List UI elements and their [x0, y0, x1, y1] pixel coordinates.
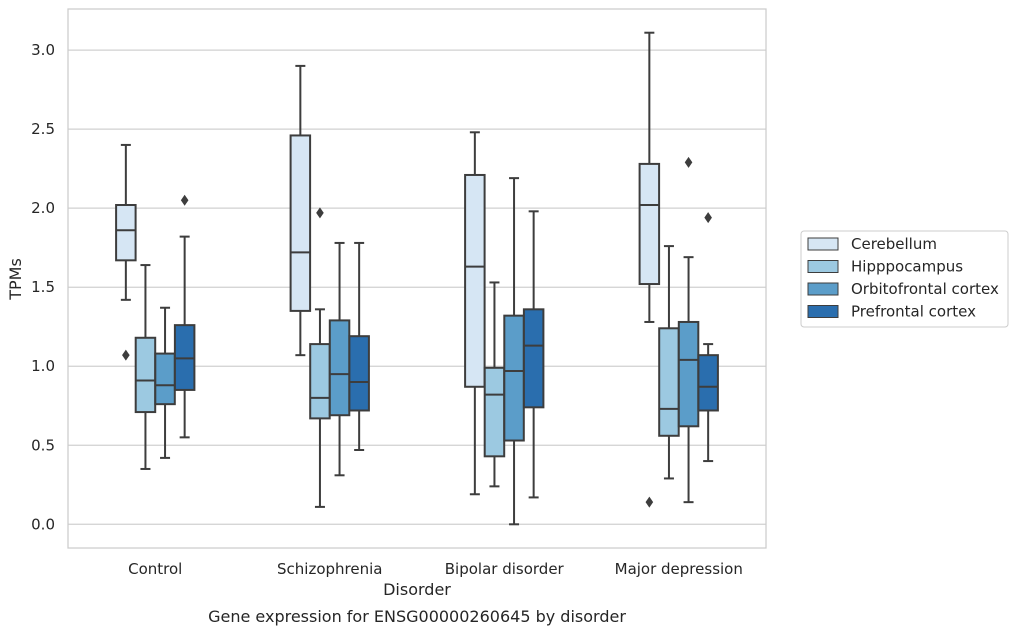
box-0-1: [134, 264, 157, 470]
box-iqr: [638, 162, 661, 286]
box-3-1: [658, 245, 680, 480]
box-iqr: [348, 335, 370, 412]
y-tick-label: 2.0: [31, 199, 55, 217]
outlier-marker: [645, 496, 654, 508]
box-1-1: [309, 207, 331, 508]
box-iqr: [309, 343, 331, 420]
legend-swatch: [807, 282, 839, 296]
y-tick-label: 0.0: [31, 515, 55, 533]
box-iqr: [658, 327, 680, 437]
y-tick-label: 1.0: [31, 357, 55, 375]
box-iqr: [289, 134, 312, 312]
y-axis-label: TPMs: [6, 258, 25, 301]
legend-swatch: [807, 260, 839, 273]
legend-label: Hipppocampus: [851, 258, 963, 276]
y-tick-label: 0.5: [31, 436, 55, 454]
boxplots: [115, 31, 719, 526]
y-tick-labels: 0.0 0.5 1.0 1.5 2.0 2.5 3.0: [31, 41, 55, 533]
box-2-3: [522, 210, 545, 499]
x-tick-label: Major depression: [615, 560, 743, 578]
outlier-marker: [180, 194, 189, 206]
box-3-0: [638, 31, 661, 508]
outlier-marker: [122, 349, 130, 361]
legend-label: Orbitofrontal cortex: [851, 280, 999, 298]
x-tick-label: Schizophrenia: [277, 560, 382, 578]
box-iqr: [677, 320, 700, 428]
x-tick-labels: Control Schizophrenia Bipolar disorder Majo…: [128, 560, 743, 578]
box-2-2: [503, 177, 525, 526]
box-iqr: [134, 336, 157, 414]
box-2-1: [483, 281, 506, 488]
box-iqr: [328, 319, 351, 417]
box-iqr: [483, 366, 506, 458]
box-2-0: [464, 131, 486, 496]
legend-swatch: [807, 305, 839, 318]
figure-caption: Gene expression for ENSG00000260645 by d…: [208, 607, 626, 626]
box-iqr: [464, 173, 486, 388]
outlier-marker: [316, 207, 324, 219]
x-tick-label: Bipolar disorder: [445, 560, 565, 578]
box-1-2: [328, 241, 351, 477]
legend: Cerebellum Hipppocampus Orbitofrontal cort…: [800, 230, 1009, 328]
x-tick-label: Control: [128, 560, 182, 578]
box-iqr: [697, 354, 719, 412]
plot-frame: [67, 8, 767, 549]
box-3-3: [697, 212, 719, 463]
box-iqr: [522, 308, 545, 409]
outlier-marker: [704, 212, 712, 224]
box-0-2: [154, 306, 176, 459]
box-1-0: [289, 64, 312, 357]
legend-label: Prefrontal cortex: [851, 303, 976, 321]
box-iqr: [503, 314, 525, 442]
box-0-0: [115, 143, 137, 361]
legend-label: Cerebellum: [851, 235, 937, 253]
box-1-3: [348, 241, 370, 451]
x-axis-label: Disorder: [383, 580, 451, 599]
outlier-marker: [684, 156, 693, 168]
legend-frame: [800, 230, 1009, 328]
legend-swatch: [807, 237, 839, 251]
box-iqr: [115, 204, 137, 262]
y-tick-label: 1.5: [31, 278, 55, 296]
y-tick-label: 3.0: [31, 41, 55, 59]
y-tick-label: 2.5: [31, 120, 55, 138]
box-iqr: [154, 352, 176, 406]
box-0-3: [173, 194, 196, 439]
gridlines: [68, 49, 766, 525]
